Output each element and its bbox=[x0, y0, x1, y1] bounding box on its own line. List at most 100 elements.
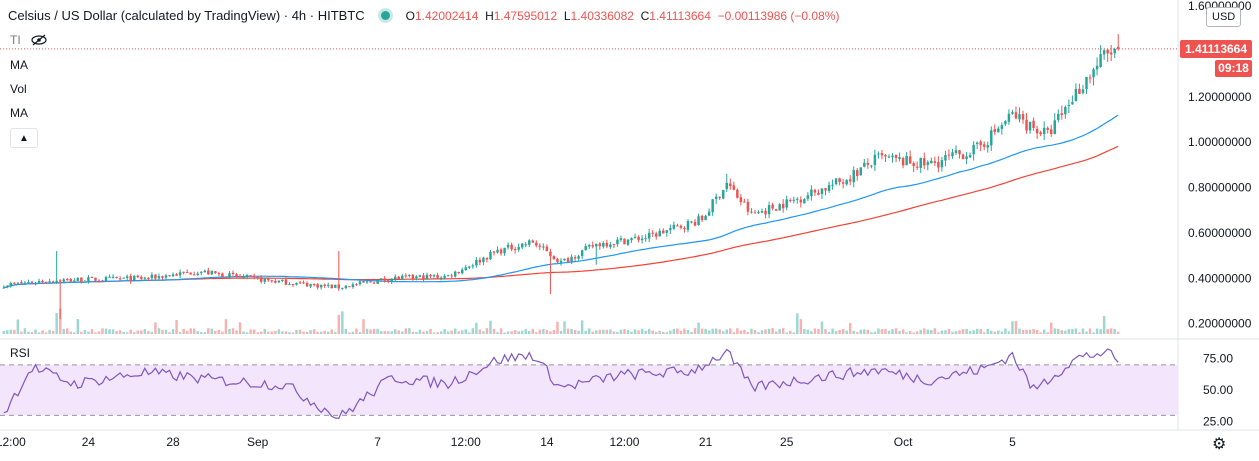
candle-body bbox=[654, 233, 658, 237]
candle-body bbox=[341, 287, 344, 289]
candle-body bbox=[1014, 112, 1018, 119]
candle-body bbox=[877, 153, 880, 155]
candle-body bbox=[746, 201, 750, 212]
volume-bar bbox=[80, 331, 83, 334]
indicator-vol[interactable]: Vol bbox=[10, 82, 27, 96]
candle-body bbox=[118, 278, 122, 280]
volume-bar bbox=[714, 328, 718, 334]
candle-body bbox=[880, 153, 884, 156]
volume-bar bbox=[295, 329, 298, 334]
volume-bar bbox=[129, 329, 132, 334]
candle-body bbox=[1099, 54, 1102, 67]
candle-body bbox=[975, 142, 979, 145]
candle-body bbox=[319, 284, 323, 288]
eye-hidden-icon[interactable] bbox=[31, 34, 47, 46]
candle-body bbox=[908, 156, 912, 164]
volume-bar bbox=[372, 328, 376, 334]
open-value: 1.42002414 bbox=[415, 8, 479, 23]
candle-body bbox=[143, 277, 147, 279]
volume-bar bbox=[309, 330, 312, 334]
volume-bar bbox=[598, 329, 602, 334]
volume-bar bbox=[482, 331, 485, 334]
volume-bar bbox=[771, 328, 774, 334]
volume-bar bbox=[97, 331, 101, 334]
volume-bar bbox=[439, 331, 443, 334]
volume-bar bbox=[545, 329, 549, 334]
volume-bar bbox=[436, 332, 439, 334]
candle-body bbox=[580, 250, 584, 257]
volume-bar bbox=[224, 319, 228, 334]
volume-bar bbox=[245, 332, 249, 334]
volume-bar bbox=[760, 330, 764, 334]
volume-bar bbox=[185, 331, 189, 334]
volume-bar bbox=[848, 322, 852, 334]
x-tick-label: 12:00 bbox=[0, 435, 26, 449]
rsi-pane-label[interactable]: RSI bbox=[10, 346, 31, 360]
candle-body bbox=[386, 280, 390, 282]
volume-bar bbox=[827, 331, 831, 334]
candle-body bbox=[979, 141, 982, 146]
candle-body bbox=[129, 276, 132, 282]
volume-bar bbox=[207, 328, 210, 334]
candle-body bbox=[813, 189, 817, 193]
volume-bar bbox=[513, 330, 517, 334]
volume-bar bbox=[478, 329, 482, 334]
candle-body bbox=[97, 280, 101, 282]
candle-body bbox=[1113, 49, 1116, 54]
candle-body bbox=[707, 211, 711, 216]
volume-bar bbox=[489, 320, 492, 334]
volume-bar bbox=[556, 321, 559, 334]
currency-button[interactable]: USD bbox=[1206, 7, 1242, 27]
indicator-ma-2[interactable]: MA bbox=[10, 106, 28, 120]
volume-bar bbox=[1099, 329, 1102, 334]
volume-bar bbox=[1106, 328, 1109, 334]
volume-bar bbox=[859, 329, 863, 334]
volume-bar bbox=[990, 330, 993, 334]
candle-body bbox=[439, 277, 443, 279]
volume-bar bbox=[94, 332, 97, 334]
candle-body bbox=[556, 258, 559, 263]
volume-bar bbox=[90, 329, 94, 334]
volume-bar bbox=[446, 331, 450, 334]
candle-body bbox=[852, 169, 855, 183]
symbol-title[interactable]: Celsius / US Dollar (calculated by Tradi… bbox=[8, 8, 365, 23]
indicator-ma-1[interactable]: MA bbox=[10, 58, 28, 72]
candle-body bbox=[1028, 121, 1032, 131]
indicator-ti[interactable]: TI bbox=[10, 33, 47, 47]
volume-bar bbox=[1064, 330, 1067, 334]
volume-bar bbox=[210, 328, 214, 334]
volume-bar bbox=[133, 332, 136, 334]
volume-bar bbox=[570, 328, 573, 334]
collapse-legend-button[interactable]: ▲ bbox=[10, 128, 38, 148]
volume-bar bbox=[1074, 328, 1078, 334]
candle-body bbox=[619, 238, 623, 240]
volume-bar bbox=[817, 329, 820, 334]
candle-body bbox=[122, 277, 125, 279]
volume-bar bbox=[6, 330, 9, 334]
gear-icon[interactable]: ⚙ bbox=[1212, 436, 1227, 453]
candle-body bbox=[182, 271, 185, 273]
candle-body bbox=[468, 266, 471, 268]
candle-body bbox=[125, 276, 129, 278]
candle-body bbox=[1032, 120, 1035, 128]
candle-body bbox=[884, 155, 887, 157]
volume-bar bbox=[355, 328, 358, 334]
candle-body bbox=[598, 243, 602, 247]
candle-body bbox=[817, 192, 820, 195]
candle-body bbox=[1021, 114, 1025, 120]
volume-bar bbox=[979, 328, 982, 334]
candle-body bbox=[789, 200, 792, 202]
volume-bar bbox=[690, 331, 693, 334]
volume-bar bbox=[937, 332, 940, 334]
volume-bar bbox=[196, 331, 199, 334]
candle-body bbox=[944, 155, 947, 161]
candle-body bbox=[464, 267, 468, 271]
candle-body bbox=[542, 246, 545, 248]
candle-body bbox=[252, 275, 256, 277]
volume-bar bbox=[298, 329, 302, 334]
candle-body bbox=[478, 259, 482, 263]
candle-body bbox=[401, 275, 404, 279]
candle-body bbox=[326, 284, 330, 286]
